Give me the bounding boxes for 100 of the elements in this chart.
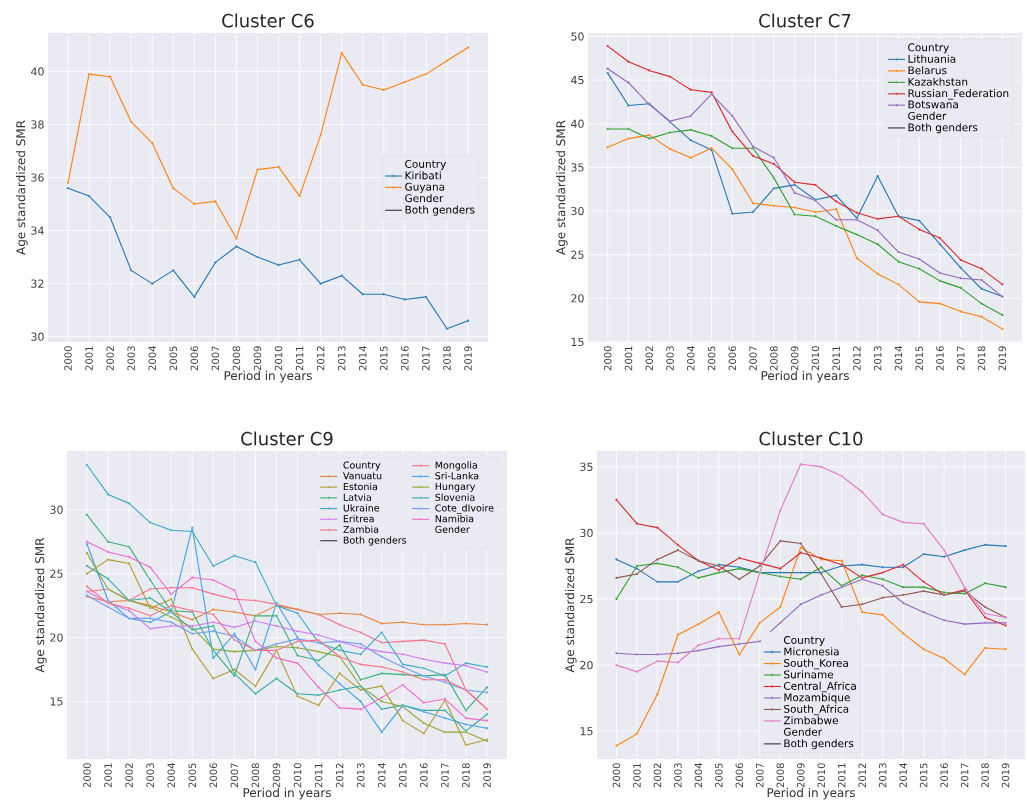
legend-label: Eritrea [343, 514, 374, 523]
y-tick-label: 20 [571, 294, 584, 303]
x-tick-label: 2016 [401, 346, 409, 371]
x-tick-label: 2001 [633, 763, 641, 788]
y-tick-label: 40 [571, 119, 584, 128]
legend-label: Guyana [405, 182, 445, 193]
x-tick-label: 2017 [422, 346, 430, 371]
legend-label: Micronesia [784, 647, 839, 656]
x-tick-label: 2011 [314, 763, 323, 788]
x-tick-label: 2005 [715, 763, 723, 788]
y-tick-label: 30 [571, 206, 584, 216]
x-tick-label: 2016 [420, 763, 428, 788]
x-tick-label: 2009 [272, 763, 281, 788]
legend-label: Suriname [784, 670, 834, 679]
annotation: Both genders [908, 123, 978, 134]
y-tick-label: 30 [50, 505, 63, 514]
x-tick-label: 2002 [106, 346, 114, 371]
x-tick-label: 2019 [998, 346, 1007, 371]
x-tick-label: 2017 [441, 763, 449, 788]
chart-title: Cluster C7 [759, 13, 851, 28]
y-tick-label: 45 [571, 76, 584, 85]
x-tick-label: 2003 [146, 763, 154, 788]
legend-title: Country [405, 159, 446, 170]
x-tick-label: 2018 [443, 346, 451, 371]
x-tick-label: 2008 [251, 763, 260, 788]
y-tick-label: 35 [580, 462, 593, 472]
x-tick-label: 2015 [399, 763, 407, 788]
legend-label: Namibia [435, 514, 474, 523]
x-tick-label: 2010 [274, 346, 283, 371]
y-tick-label: 15 [580, 727, 593, 736]
legend-label: Latvia [343, 493, 371, 501]
y-tick-label: 20 [580, 660, 593, 670]
x-tick-label: 2015 [919, 763, 928, 788]
x-tick-label: 2006 [735, 763, 744, 788]
x-tick-label: 2008 [232, 346, 241, 371]
x-tick-label: 2013 [337, 346, 346, 371]
x-tick-label: 2005 [707, 346, 716, 371]
x-tick-label: 2013 [873, 346, 882, 371]
y-tick-label: 38 [31, 120, 44, 129]
x-tick-label: 2003 [666, 346, 674, 371]
x-tick-label: 2005 [169, 346, 178, 371]
y-axis-title: Age standardized SMR [565, 537, 577, 673]
x-tick-label: 2017 [956, 346, 965, 371]
x-tick-label: 2002 [645, 346, 654, 371]
x-axis-title: Period in years [243, 787, 331, 800]
annotation: Gender [908, 111, 947, 120]
x-tick-label: 2015 [915, 346, 923, 371]
y-tick-label: 34 [31, 226, 44, 235]
x-tick-label: 2007 [749, 346, 757, 371]
legend-label: Sri-Lanka [435, 472, 479, 480]
x-tick-label: 2018 [977, 346, 986, 371]
x-tick-label: 2006 [209, 763, 218, 788]
x-tick-label: 2009 [253, 346, 262, 371]
x-tick-label: 2007 [230, 763, 239, 788]
legend-label: Ukraine [343, 504, 380, 512]
y-tick-label: 25 [580, 594, 593, 604]
legend-label: Hungary [435, 482, 476, 492]
x-tick-label: 2011 [295, 346, 304, 371]
y-axis-title: Age standardized SMR [556, 120, 568, 255]
x-tick-label: 2008 [770, 346, 778, 371]
x-tick-label: 2003 [127, 346, 135, 371]
legend-label: Vanuatu [342, 472, 382, 480]
x-tick-label: 2009 [790, 346, 799, 371]
legend-label: Botswana [908, 100, 958, 109]
y-tick-label: 30 [31, 332, 44, 341]
x-tick-label: 2007 [211, 346, 220, 371]
x-tick-label: 2010 [817, 763, 826, 788]
y-tick-label: 25 [50, 569, 63, 578]
x-tick-label: 2001 [624, 346, 633, 371]
x-tick-label: 2012 [858, 763, 866, 788]
x-tick-label: 2015 [380, 346, 388, 371]
y-tick-label: 36 [31, 173, 44, 182]
annotation: Both genders [343, 536, 407, 546]
legend-label: Kiribati [405, 171, 441, 180]
x-tick-label: 2012 [335, 763, 344, 788]
legend-label: South_Korea [784, 658, 848, 670]
x-tick-label: 2004 [694, 763, 703, 788]
x-tick-label: 2011 [832, 346, 840, 371]
x-tick-label: 2016 [940, 763, 948, 788]
x-tick-label: 2007 [756, 763, 764, 788]
legend-label: Lithuania [908, 54, 956, 63]
annotation: Gender [405, 194, 444, 203]
legend-label: Mongolia [435, 461, 477, 471]
chart-title: Cluster C10 [759, 431, 863, 446]
x-tick-label: 2014 [899, 763, 907, 788]
x-tick-label: 2006 [190, 346, 199, 371]
x-tick-label: 2014 [358, 346, 367, 371]
x-tick-label: 2003 [674, 763, 682, 788]
x-tick-label: 2019 [1001, 763, 1010, 788]
y-tick-label: 40 [31, 67, 44, 76]
x-tick-label: 2004 [148, 346, 156, 371]
y-tick-label: 50 [571, 32, 584, 41]
x-tick-label: 2013 [356, 763, 365, 788]
y-tick-label: 20 [50, 633, 63, 642]
legend-title: Country [908, 43, 949, 54]
x-axis-title: Period in years [224, 370, 312, 383]
x-tick-label: 2016 [936, 346, 944, 371]
legend-label: Estonia [343, 482, 378, 491]
y-tick-label: 32 [31, 279, 44, 288]
y-tick-label: 15 [571, 337, 584, 347]
